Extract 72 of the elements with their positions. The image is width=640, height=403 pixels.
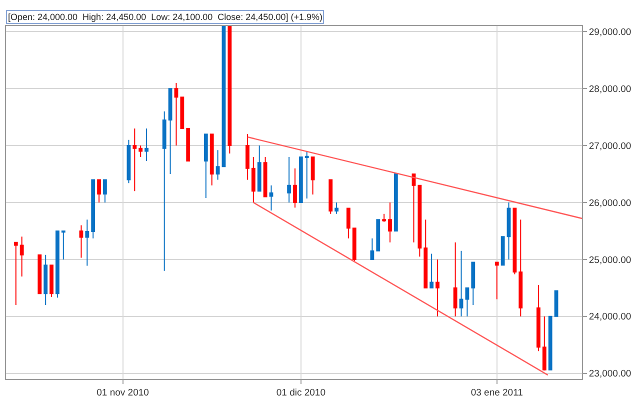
candlestick xyxy=(38,254,42,294)
candlestick xyxy=(512,208,517,275)
chart-title: [Open: 24,000.00 High: 24,450.00 Low: 24,100.00 Close: 24,450.00] (+1.9%) xyxy=(8,12,322,22)
candlestick xyxy=(144,128,148,162)
candlestick xyxy=(251,156,256,203)
candlestick xyxy=(162,110,166,272)
y-tick-label: 23,000.00 xyxy=(588,368,632,380)
candlestick xyxy=(382,213,386,222)
candlestick xyxy=(370,238,374,260)
y-tick-label: 29,000.00 xyxy=(588,27,632,38)
candlestick xyxy=(518,219,523,317)
y-tick-label: 27,000.00 xyxy=(588,140,632,152)
candlestick xyxy=(500,236,505,266)
candlestick xyxy=(79,224,84,258)
x-tick-label: 01 nov 2010 xyxy=(96,387,149,398)
candlestick xyxy=(542,316,546,371)
candlestick xyxy=(298,156,303,203)
candlestick xyxy=(228,26,232,154)
candlestick xyxy=(376,219,380,252)
candlestick xyxy=(293,168,297,208)
y-tick-label: 25,000.00 xyxy=(588,254,632,266)
x-tick-label: 01 dic 2010 xyxy=(276,387,326,398)
candlestick xyxy=(246,134,250,180)
candlestick xyxy=(168,88,172,175)
candlestick xyxy=(494,262,499,300)
candlestick xyxy=(418,184,422,258)
candlestick xyxy=(14,242,18,306)
candlestick xyxy=(138,145,143,158)
candlestick xyxy=(310,156,315,196)
candlestick xyxy=(186,128,190,162)
candlestick xyxy=(304,150,309,200)
candlestick xyxy=(334,202,339,214)
candlestick xyxy=(61,230,66,260)
candlestick xyxy=(471,262,476,306)
candlestick xyxy=(263,156,268,198)
y-tick-label: 24,000.00 xyxy=(588,312,632,323)
y-tick-label: 26,000.00 xyxy=(588,198,632,209)
candlestick xyxy=(430,253,434,288)
candlestick xyxy=(50,264,54,298)
candlestick xyxy=(346,208,350,239)
candlestick xyxy=(436,258,440,317)
candlestick xyxy=(506,202,511,260)
candlestick xyxy=(174,82,178,146)
candlestick xyxy=(465,287,470,317)
candlestick xyxy=(44,254,48,306)
x-tick-label: 03 ene 2011 xyxy=(470,387,523,398)
candlestick xyxy=(287,156,292,203)
candlestick xyxy=(412,174,416,243)
candlestick xyxy=(91,179,96,239)
candlestick xyxy=(180,96,184,129)
candlestick xyxy=(424,219,428,288)
candlestick xyxy=(56,230,60,298)
candlestick xyxy=(388,202,392,243)
candlestick xyxy=(459,250,464,317)
candlestick xyxy=(204,134,208,198)
candlestick xyxy=(85,219,90,266)
candlestick xyxy=(453,242,458,317)
candlestick xyxy=(210,134,214,186)
candlestick xyxy=(536,284,540,352)
y-tick-label: 28,000.00 xyxy=(588,84,632,95)
candlestick xyxy=(352,228,356,262)
candlestick xyxy=(548,316,552,370)
candlestick xyxy=(103,179,107,203)
candlestick xyxy=(20,236,24,278)
candlestick xyxy=(394,174,398,232)
candlestick xyxy=(328,179,333,214)
candlestick xyxy=(257,145,262,192)
candlestick xyxy=(269,184,274,211)
candlestick xyxy=(132,128,137,192)
candlestick xyxy=(97,179,101,203)
candlestick xyxy=(216,150,220,180)
candlestick xyxy=(126,139,131,184)
